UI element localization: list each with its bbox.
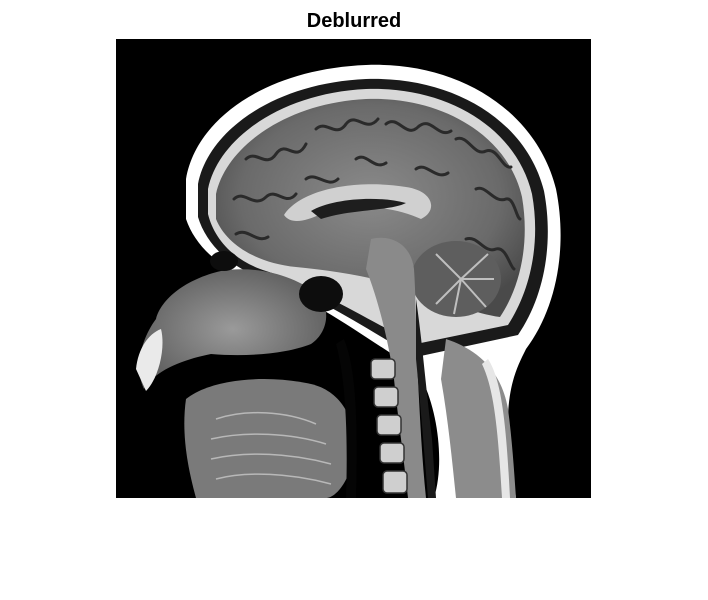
face-nasal-region (139, 269, 327, 389)
csf-column (416, 299, 436, 498)
tongue-texture (210, 411, 332, 485)
nose-tip (136, 329, 163, 391)
cervical-vertebrae (370, 358, 408, 494)
cortical-sulci (232, 117, 522, 271)
brainstem (366, 237, 426, 498)
posterior-neck-tissue (441, 339, 516, 498)
mri-image-axes (116, 39, 591, 498)
cerebellar-folia (435, 253, 494, 315)
tongue-oral-region (184, 379, 355, 498)
mri-brain-image (116, 39, 591, 498)
neck-fat-stripe (482, 359, 510, 498)
frontal-sinus (210, 251, 238, 271)
lateral-ventricle (311, 198, 406, 219)
airway (336, 339, 357, 498)
sphenoid-sinus (299, 276, 343, 312)
figure-title: Deblurred (306, 10, 402, 32)
